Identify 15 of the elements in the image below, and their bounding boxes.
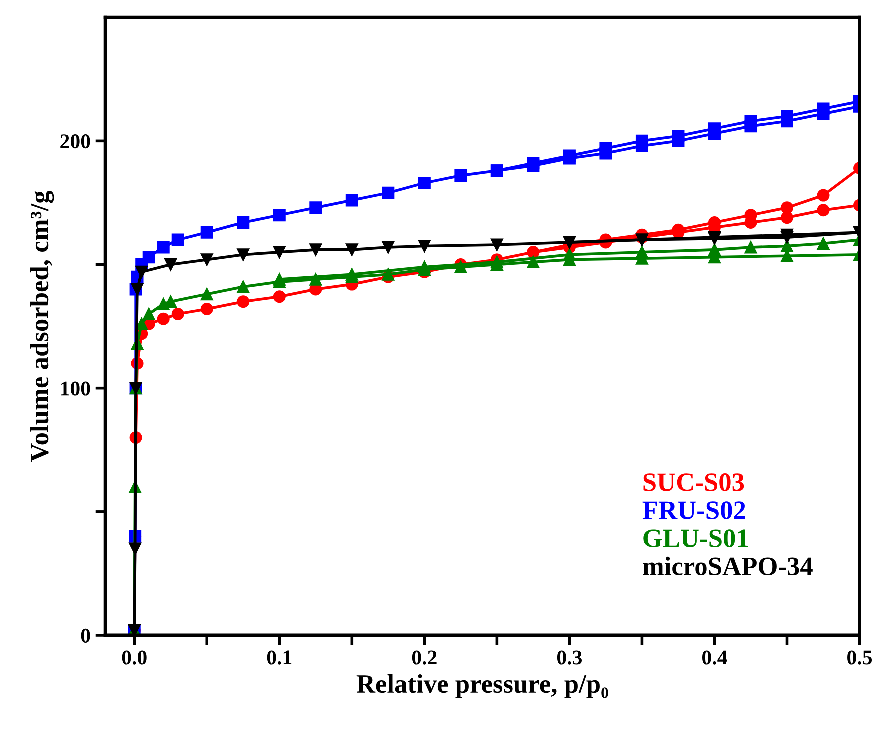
- x-axis-title: Relative pressure, p/p₀: [356, 674, 608, 698]
- x-tick-label: 0.4: [702, 650, 728, 665]
- text: microSAPO-34: [643, 556, 813, 576]
- x-tick-label: 0.1: [267, 650, 292, 665]
- x-tick-label: 0.5: [848, 650, 872, 665]
- text: SUC-S03: [644, 474, 744, 492]
- x-tick-label: 0.2: [412, 650, 437, 665]
- y-tick-label: 200: [60, 134, 90, 149]
- x-tick-label: 0.0: [122, 650, 147, 665]
- text: FRU-S02: [642, 502, 746, 520]
- x-tick-label: 0.3: [557, 650, 582, 665]
- y-tick-label: 100: [61, 382, 90, 396]
- y-tick-label: 0: [81, 628, 90, 643]
- text: GLU-S01: [644, 530, 748, 548]
- y-axis-title: Volume adsorbed, cm³/g: [30, 191, 54, 462]
